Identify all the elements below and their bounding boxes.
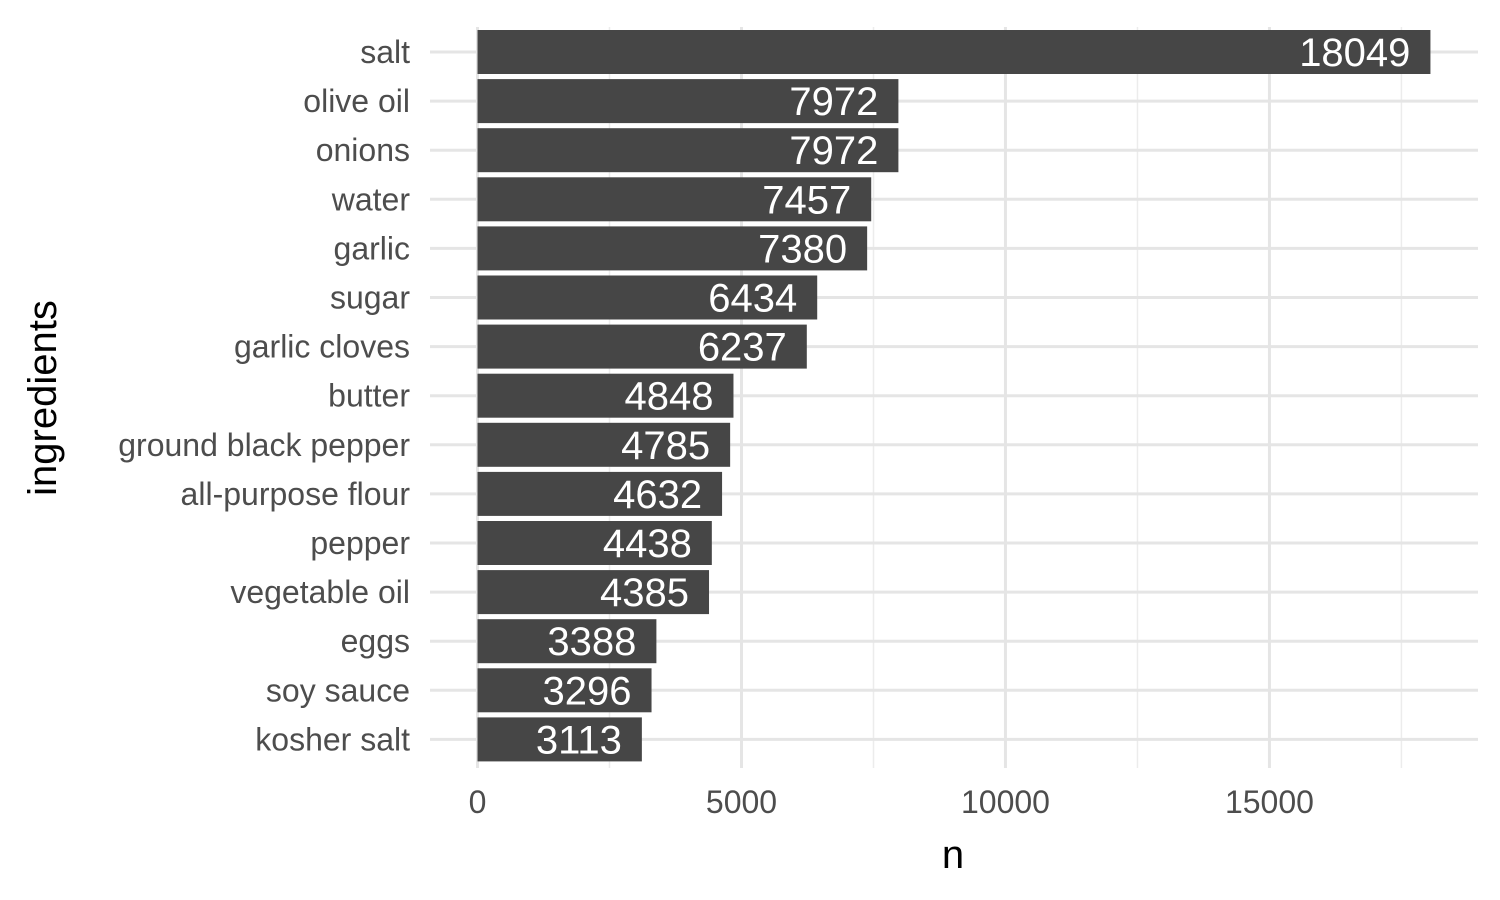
data-label: 18049 <box>1299 31 1410 75</box>
data-label: 3296 <box>543 669 632 713</box>
category-label: vegetable oil <box>230 574 410 610</box>
category-label: soy sauce <box>266 672 410 708</box>
x-tick-label: 0 <box>469 784 487 820</box>
x-tick-labels: 0 5000 10000 15000 <box>469 784 1314 820</box>
data-label: 3388 <box>547 620 636 664</box>
bar <box>477 619 657 664</box>
bar <box>477 717 642 762</box>
bar <box>477 521 712 565</box>
bars <box>477 30 1431 762</box>
category-label: garlic <box>334 230 410 266</box>
data-label: 7457 <box>762 178 851 222</box>
bar <box>477 422 731 467</box>
data-label: 3113 <box>536 718 622 762</box>
data-label: 6434 <box>708 277 797 321</box>
data-label: 4785 <box>621 424 710 468</box>
category-label: garlic cloves <box>234 329 410 365</box>
bar <box>477 177 872 222</box>
category-label: onions <box>316 132 410 168</box>
data-label: 7380 <box>758 227 847 271</box>
category-label: ground black pepper <box>118 427 410 463</box>
data-label: 4632 <box>613 473 702 517</box>
category-label: pepper <box>310 525 410 561</box>
data-label: 7972 <box>789 80 878 124</box>
category-labels: salt olive oil onions water garlic sugar garli… <box>118 34 410 757</box>
x-axis-title: n <box>942 833 964 877</box>
category-label: olive oil <box>303 83 410 119</box>
x-tick-label: 15000 <box>1225 784 1314 820</box>
data-label: 4438 <box>603 522 692 566</box>
category-label: eggs <box>341 623 410 659</box>
category-label: butter <box>328 378 410 414</box>
data-label: 6237 <box>698 326 787 370</box>
category-label: sugar <box>330 280 410 316</box>
x-tick-label: 5000 <box>706 784 777 820</box>
data-labels: 18049 7972 7972 7457 7380 6434 6237 4848 4785 463… <box>536 31 1411 762</box>
data-label: 7972 <box>789 129 878 173</box>
bar <box>477 570 710 615</box>
x-tick-label: 10000 <box>961 784 1050 820</box>
data-label: 4848 <box>624 375 713 419</box>
y-axis-title: ingredients <box>21 300 65 496</box>
bar <box>477 79 899 124</box>
bar <box>477 324 807 369</box>
category-label: water <box>331 181 411 217</box>
bar <box>477 128 899 173</box>
category-label: salt <box>360 34 410 70</box>
bar <box>477 373 734 418</box>
category-label: kosher salt <box>255 721 410 757</box>
data-label: 4385 <box>600 571 689 615</box>
bar <box>477 30 1431 74</box>
bar <box>477 226 868 271</box>
bar <box>477 668 652 713</box>
bar <box>477 275 818 320</box>
category-label: all-purpose flour <box>181 476 411 512</box>
bar <box>477 471 723 516</box>
